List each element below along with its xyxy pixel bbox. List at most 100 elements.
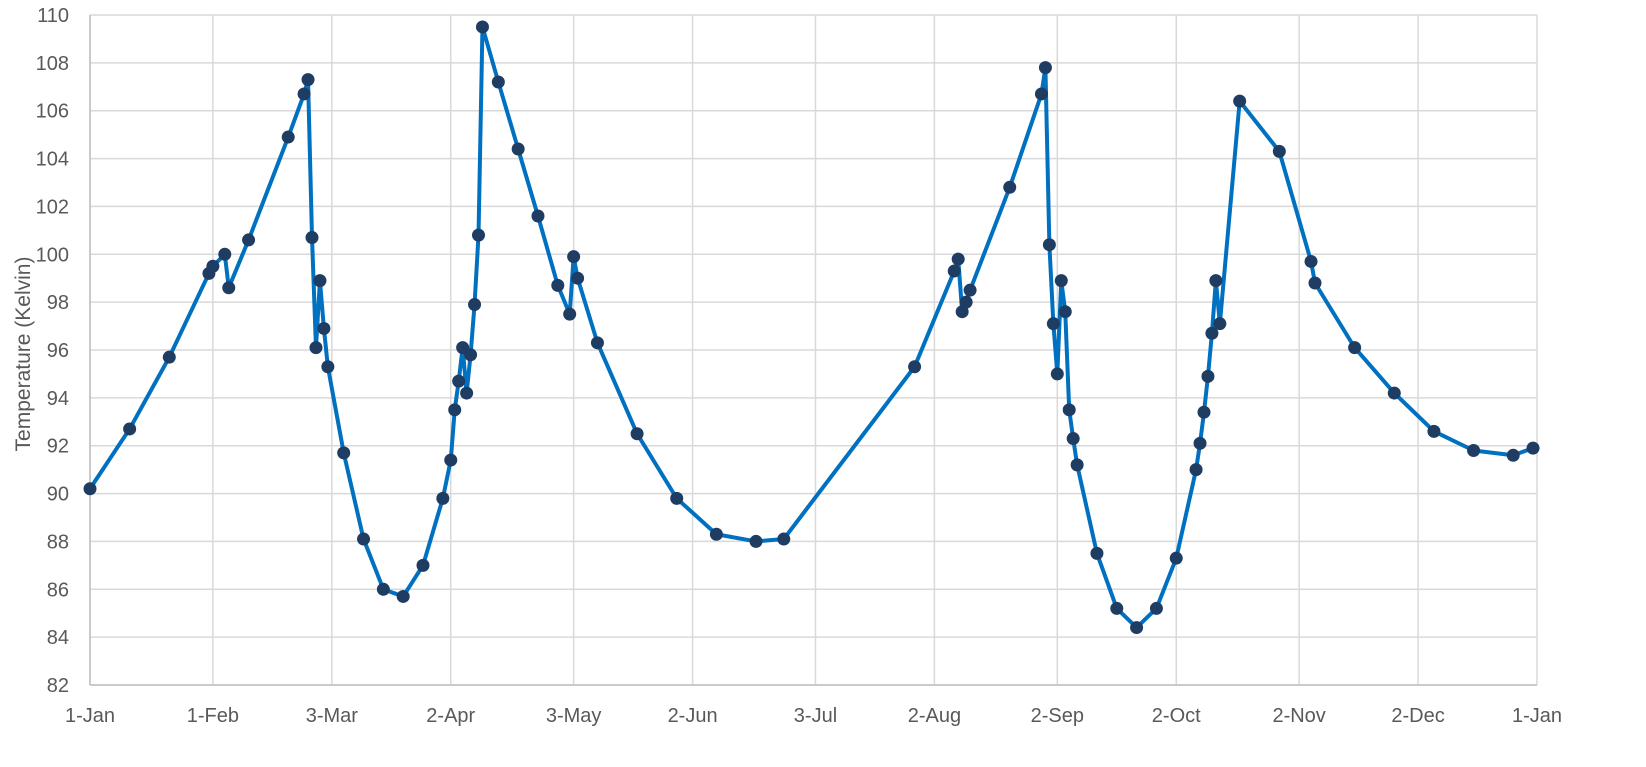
x-tick-label: 1-Jan	[1512, 705, 1562, 727]
data-point	[301, 73, 315, 87]
data-point	[83, 482, 97, 496]
data-point	[1046, 317, 1060, 331]
y-tick-label: 88	[47, 531, 69, 553]
data-point	[777, 532, 791, 546]
data-point	[464, 348, 478, 362]
data-point	[1034, 87, 1048, 101]
y-axis-title: Temperature (Kelvin)	[12, 257, 35, 452]
data-point	[1038, 61, 1052, 75]
data-point	[472, 228, 486, 242]
data-point	[297, 87, 311, 101]
data-point	[567, 250, 581, 264]
data-point	[947, 264, 961, 278]
data-point	[1387, 386, 1401, 400]
data-point	[396, 589, 410, 603]
data-point	[511, 142, 525, 156]
data-point	[1193, 436, 1207, 450]
data-point	[1308, 276, 1322, 290]
data-point	[281, 130, 295, 144]
data-point	[1090, 546, 1104, 560]
series-temperature	[83, 20, 1540, 635]
data-point	[444, 453, 458, 467]
data-point	[908, 360, 922, 374]
data-point	[963, 283, 977, 297]
data-point	[1110, 601, 1124, 615]
x-tick-label: 2-Apr	[426, 705, 475, 727]
data-point	[357, 532, 371, 546]
data-point	[959, 295, 973, 309]
data-point	[1526, 441, 1540, 455]
y-tick-label: 90	[47, 484, 69, 506]
data-point	[563, 307, 577, 321]
data-point	[670, 491, 684, 505]
x-tick-label: 2-Dec	[1391, 705, 1444, 727]
data-point	[1189, 463, 1203, 477]
x-tick-label: 1-Jan	[65, 705, 115, 727]
y-tick-label: 82	[47, 675, 69, 697]
data-point	[337, 446, 351, 460]
y-tick-label: 110	[37, 5, 69, 27]
data-point	[1427, 424, 1441, 438]
data-point	[1050, 367, 1064, 381]
data-point	[1209, 274, 1223, 288]
data-point	[1062, 403, 1076, 417]
x-tick-label: 2-Oct	[1152, 705, 1201, 727]
data-point	[1149, 601, 1163, 615]
y-tick-label: 98	[47, 292, 69, 314]
data-point	[1058, 305, 1072, 319]
data-point	[309, 341, 323, 355]
data-point	[460, 386, 474, 400]
data-point	[1054, 274, 1068, 288]
data-point	[1304, 254, 1318, 268]
data-point	[1467, 444, 1481, 457]
data-point	[436, 491, 450, 505]
data-point	[1213, 317, 1227, 331]
data-point	[242, 233, 256, 247]
data-point	[218, 247, 232, 261]
data-point	[531, 209, 545, 223]
y-tick-label: 84	[47, 627, 69, 649]
y-tick-label: 94	[47, 388, 69, 410]
data-point	[1070, 458, 1084, 472]
y-tick-label: 96	[47, 340, 69, 362]
y-tick-label: 92	[47, 436, 69, 458]
data-point	[1066, 432, 1080, 446]
data-point	[1042, 238, 1056, 252]
data-point	[416, 558, 430, 572]
x-tick-label: 3-Mar	[306, 705, 359, 727]
data-point	[590, 336, 604, 350]
x-tick-label: 2-Aug	[908, 705, 961, 727]
data-point	[749, 534, 763, 548]
data-point	[491, 75, 505, 89]
data-point	[123, 422, 137, 436]
data-point	[551, 278, 565, 292]
data-point	[1506, 448, 1520, 462]
data-point	[1205, 326, 1219, 340]
data-point	[475, 20, 489, 34]
data-point	[709, 527, 723, 541]
data-point	[1272, 144, 1286, 158]
x-tick-label: 3-Jul	[794, 705, 837, 727]
data-point	[468, 298, 482, 312]
data-point	[376, 582, 390, 596]
data-point	[1201, 369, 1215, 383]
y-tick-label: 108	[36, 53, 69, 75]
y-tick-label: 100	[36, 244, 69, 266]
data-point	[1169, 551, 1183, 565]
y-tick-label: 104	[36, 149, 69, 171]
data-point	[1130, 621, 1144, 635]
gridlines	[89, 14, 1538, 686]
data-point	[321, 360, 335, 374]
y-tick-label: 102	[36, 196, 69, 218]
data-point	[313, 274, 327, 288]
data-point	[1197, 405, 1211, 419]
data-point	[317, 321, 331, 335]
data-point	[452, 374, 466, 388]
x-tick-label: 2-Sep	[1031, 705, 1084, 727]
data-point	[1233, 94, 1247, 108]
data-point	[571, 271, 585, 285]
data-point	[222, 281, 236, 295]
x-tick-label: 2-Nov	[1272, 705, 1325, 727]
